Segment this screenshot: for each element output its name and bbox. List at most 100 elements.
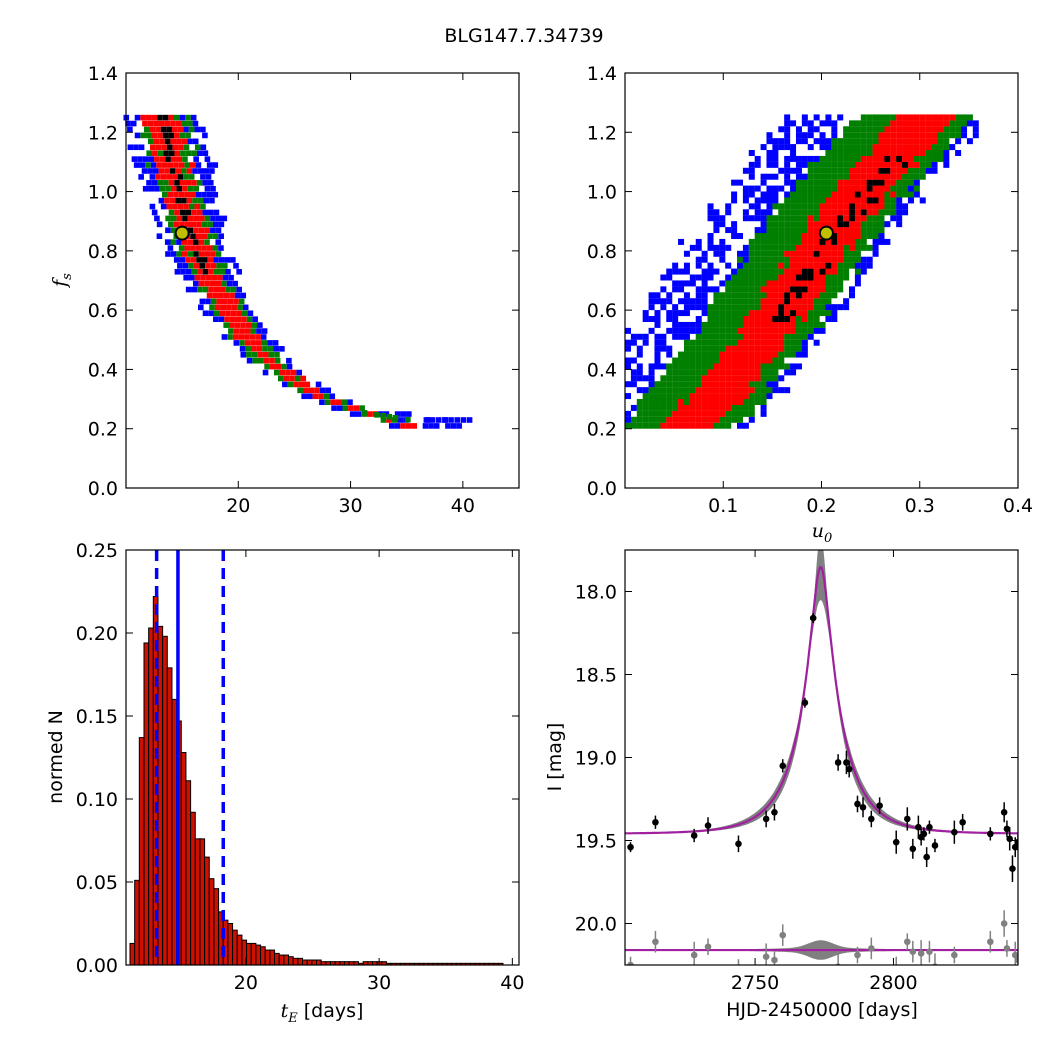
density-cell-3sigma [701, 274, 708, 281]
density-cell-1sigma [819, 244, 826, 251]
density-cell-2sigma [843, 262, 850, 269]
density-cell-3sigma [654, 292, 661, 299]
density-cell-1sigma [819, 215, 826, 222]
density-cell-2sigma [843, 167, 850, 174]
density-cell-1sigma [878, 191, 885, 198]
density-cell-3sigma [778, 144, 785, 151]
density-cell-2sigma [772, 274, 779, 281]
density-cell-2sigma [795, 179, 802, 186]
density-cell-1sigma [902, 150, 909, 156]
density-cell-3sigma [754, 161, 761, 168]
density-cell-3sigma [683, 262, 690, 269]
density-cell-1sigma [872, 155, 879, 162]
density-cell-2sigma [896, 179, 903, 186]
density-cell-2sigma [760, 262, 767, 269]
density-cell-2sigma [843, 155, 850, 162]
density-cell-2sigma [719, 339, 726, 346]
density-cell-3sigma [450, 423, 457, 429]
density-cell-2sigma [807, 167, 814, 174]
density-cell-1sigma [725, 387, 732, 394]
density-cell-1sigma [348, 405, 354, 411]
density-cell-3sigma [456, 423, 462, 429]
density-cell-1sigma [790, 256, 797, 263]
density-cell-2sigma [843, 132, 850, 139]
density-cell-2sigma [825, 292, 832, 299]
density-cell-1sigma [742, 369, 749, 376]
density-cell-2sigma [766, 387, 773, 394]
density-cell-1sigma [737, 381, 744, 388]
density-cell-2sigma [790, 221, 797, 228]
density-cell-1sigma [831, 203, 838, 210]
density-cell-1sigma [907, 132, 914, 139]
residual-point [868, 945, 875, 952]
density-cell-1sigma [813, 256, 820, 263]
density-cell-2sigma [790, 351, 797, 358]
density-cell-1sigma [161, 162, 168, 168]
density-cell-1sigma [185, 257, 191, 263]
density-cell-2sigma [907, 179, 914, 186]
density-cell-2sigma [672, 387, 679, 394]
density-cell-1sigma [713, 393, 720, 400]
density-cell-1sigma [204, 280, 210, 287]
density-cell-1sigma [872, 191, 879, 198]
density-cell-3sigma [205, 298, 211, 305]
density-cell-1sigma [878, 161, 885, 168]
density-cell-2sigma [707, 339, 714, 346]
density-cell-2sigma [801, 333, 808, 340]
density-cell-3sigma [672, 262, 679, 269]
density-cell-2sigma [725, 316, 732, 322]
density-cell-2sigma [843, 144, 850, 151]
histogram-bar [274, 952, 280, 966]
density-cell-2sigma [742, 286, 749, 293]
density-cell-2sigma [666, 410, 673, 417]
density-cell-3sigma [825, 114, 832, 121]
density-cell-1sigma [813, 233, 820, 239]
density-cell-peak [849, 215, 856, 222]
density-cell-1sigma [318, 393, 324, 400]
density-cell-2sigma [854, 138, 861, 145]
density-cell-3sigma [695, 256, 702, 263]
density-cell-2sigma [754, 393, 761, 400]
y-tick-label: 0.2 [587, 419, 617, 441]
density-cell-2sigma [860, 126, 867, 133]
density-cell-3sigma [784, 161, 791, 168]
density-cell-2sigma [795, 333, 802, 340]
density-cell-3sigma [813, 138, 820, 145]
density-cell-1sigma [778, 280, 785, 287]
density-cell-2sigma [737, 416, 744, 423]
density-cell-3sigma [625, 393, 631, 400]
density-cell-2sigma [866, 233, 873, 239]
data-point [809, 614, 817, 622]
density-cell-1sigma [719, 393, 726, 400]
density-cell-1sigma [159, 156, 166, 162]
density-cell-3sigma [200, 126, 206, 133]
density-cell-2sigma [790, 238, 797, 245]
density-cell-1sigma [825, 250, 832, 257]
density-cell-1sigma [831, 256, 838, 263]
density-cell-1sigma [902, 155, 909, 162]
density-cell-2sigma [943, 138, 950, 145]
density-cell-2sigma [713, 321, 720, 328]
density-cell-2sigma [819, 292, 826, 299]
density-cell-1sigma [179, 180, 186, 186]
density-cell-2sigma [919, 161, 926, 168]
density-cell-1sigma [263, 357, 270, 364]
density-cell-1sigma [860, 203, 867, 210]
data-point [923, 853, 930, 861]
density-cell-1sigma [179, 221, 185, 228]
y-tick-label: 0.8 [88, 241, 118, 263]
density-cell-3sigma [672, 333, 679, 340]
density-cell-1sigma [896, 150, 903, 156]
density-cell-3sigma [666, 316, 673, 322]
density-cell-2sigma [819, 173, 826, 180]
y-tick-label: 0.15 [76, 706, 118, 728]
density-cell-2sigma [209, 304, 215, 311]
density-cell-2sigma [854, 150, 861, 156]
density-cell-1sigma [719, 387, 726, 394]
density-cell-peak [854, 191, 861, 198]
density-cell-1sigma [843, 209, 850, 216]
density-cell-peak [807, 274, 814, 281]
density-cell-2sigma [843, 268, 850, 275]
density-cell-1sigma [807, 238, 814, 245]
density-cell-3sigma [400, 411, 407, 417]
